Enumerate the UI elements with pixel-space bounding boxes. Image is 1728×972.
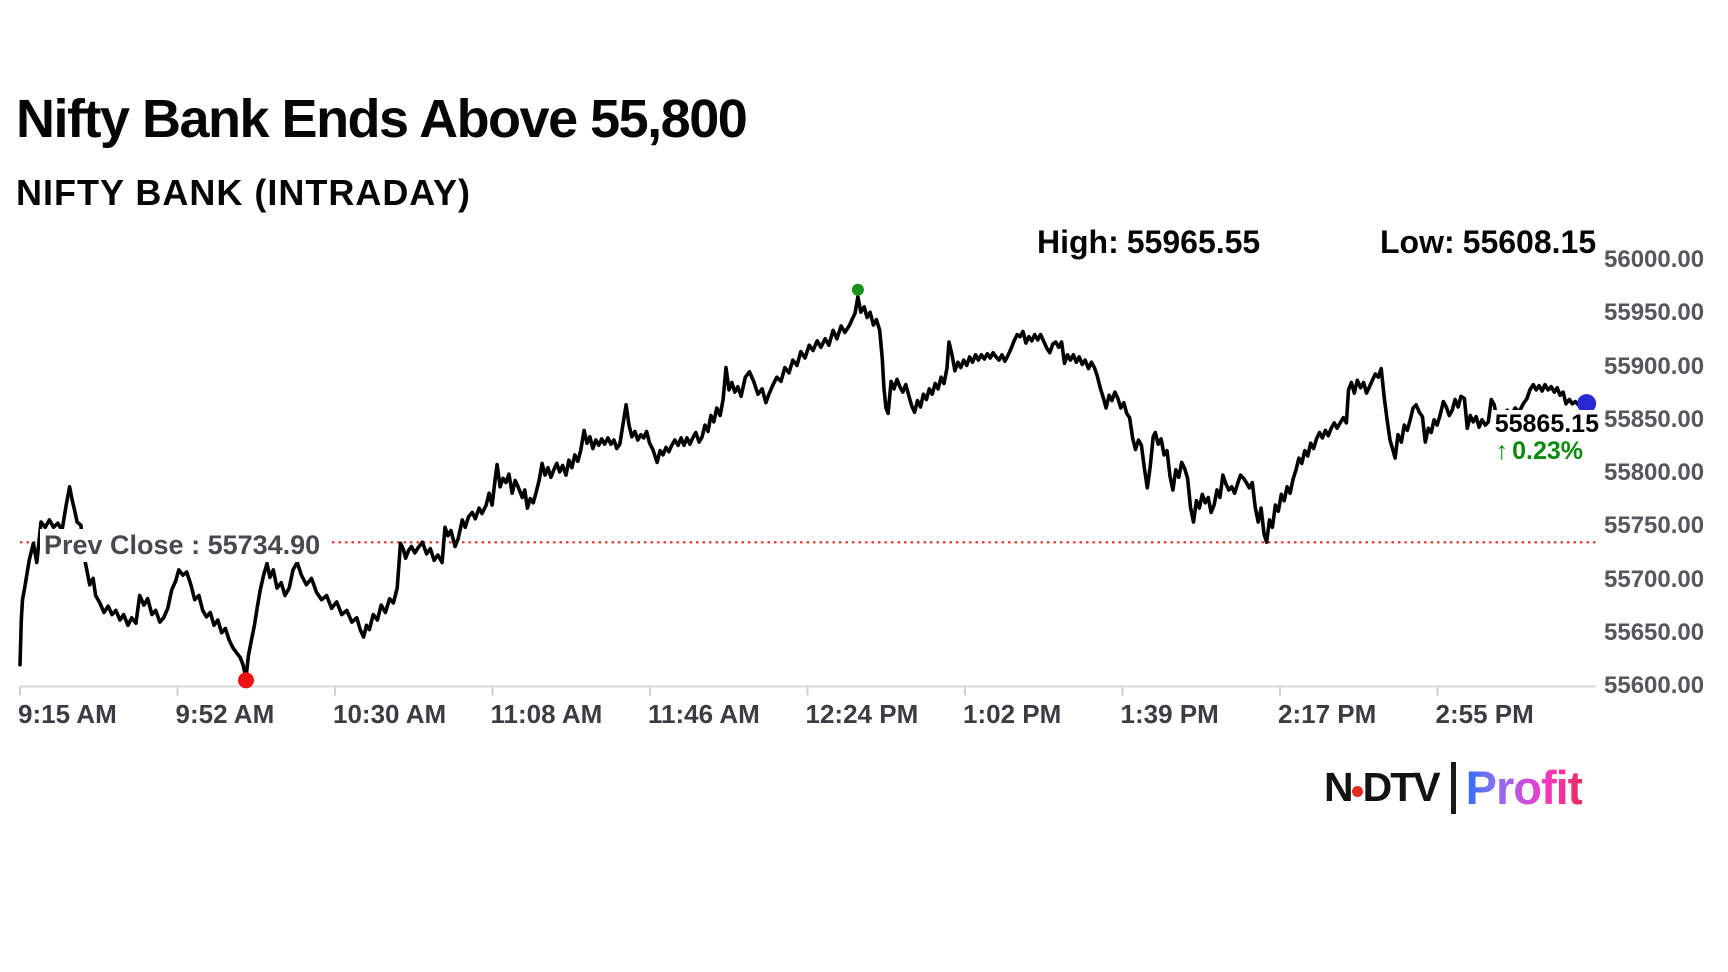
x-tick-label: 10:30 AM <box>333 699 447 729</box>
y-tick-label: 55950.00 <box>1604 299 1705 327</box>
y-tick-label: 55800.00 <box>1604 459 1705 486</box>
high-stat: High: 55965.55 <box>1037 224 1260 261</box>
x-tick-label: 11:46 AM <box>648 699 760 729</box>
chart-subtitle: NIFTY BANK (INTRADAY) <box>16 172 472 213</box>
x-tick-label: 2:55 PM <box>1435 699 1534 729</box>
prev-close-label: Prev Close : 55734.90 <box>40 529 333 562</box>
low-value: 55608.15 <box>1462 224 1597 260</box>
profit-wordmark: Profit <box>1465 761 1584 814</box>
y-tick-label: 55900.00 <box>1604 352 1705 380</box>
up-arrow-icon: ↑ <box>1495 437 1509 465</box>
marker-dots <box>238 283 1597 689</box>
change-label: ↑ 0.23% <box>1477 437 1583 466</box>
x-tick-label: 12:24 PM <box>805 699 919 729</box>
high-value: 55965.55 <box>1126 224 1261 260</box>
x-tick-label: 11:08 AM <box>490 699 603 729</box>
y-tick-label: 55750.00 <box>1604 512 1705 540</box>
ndtv-red-dot-icon <box>1351 786 1363 797</box>
y-tick-label: 55650.00 <box>1604 618 1705 646</box>
x-axis-ticks <box>19 686 1439 696</box>
headline: Nifty Bank Ends Above 55,800 <box>16 89 748 149</box>
last-marker-dot <box>1577 394 1597 414</box>
ndtv-wordmark: N DTV <box>1324 764 1441 811</box>
y-tick-label: 55850.00 <box>1604 405 1705 433</box>
y-tick-label: 56000.00 <box>1604 246 1705 273</box>
low-label: Low: <box>1380 224 1455 260</box>
y-tick-label: 55600.00 <box>1604 672 1705 699</box>
ndtv-profit-logo: N DTV Profit <box>1324 760 1584 815</box>
x-tick-label: 1:39 PM <box>1120 699 1219 729</box>
last-price-label: 55865.15 <box>1493 410 1599 439</box>
price-line <box>18 294 1589 680</box>
low-stat: Low: 55608.15 <box>1380 224 1596 261</box>
ndtv-letters-dtv: DTV <box>1362 764 1441 810</box>
y-tick-label: 55700.00 <box>1604 565 1705 593</box>
ndtv-letter-n: N <box>1324 764 1354 810</box>
x-tick-label: 9:15 AM <box>18 699 117 729</box>
x-tick-label: 9:52 AM <box>175 699 275 729</box>
change-value: 0.23% <box>1512 437 1583 465</box>
x-tick-label: 2:17 PM <box>1278 699 1377 729</box>
low-marker-dot <box>238 672 254 689</box>
logo-separator-bar <box>1450 761 1456 814</box>
high-label: High: <box>1037 224 1119 260</box>
high-marker-dot <box>851 283 864 296</box>
x-tick-label: 1:02 PM <box>963 699 1062 729</box>
